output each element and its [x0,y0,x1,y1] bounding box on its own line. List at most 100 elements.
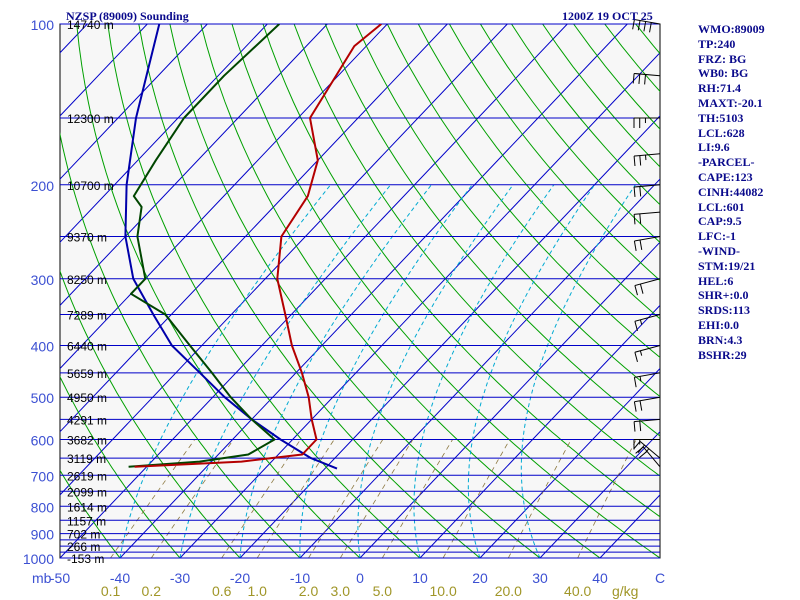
height-label: 9370 m [67,230,107,244]
pressure-tick-label: 300 [31,272,55,288]
temperature-tick-label: 20 [472,570,488,586]
wind-barb-flag [639,186,642,197]
wind-barb [633,396,661,412]
pressure-tick-label: 100 [31,17,55,33]
wind-barb-shaft [642,446,661,468]
pressure-tick-label: 600 [31,433,55,449]
isotherm [419,304,660,558]
index-line: FRZ: BG [698,51,747,66]
isobars [60,23,660,559]
y-axis-unit: mb [32,570,52,586]
height-label: 2099 m [67,485,107,499]
mixing-ratio-label: 10.0 [429,583,456,599]
wind-barbs [632,18,661,468]
wind-barb-flag [639,239,643,250]
temperature-tick-label: -10 [290,570,310,586]
index-line: HEL:6 [698,273,734,288]
isotherms [60,24,660,558]
wind-barb-flag [632,73,635,84]
temperature-tick-label: -40 [110,570,130,586]
temperature-trace [134,24,382,468]
valid-time: 1200Z 19 OCT 25 [562,9,653,23]
pressure-tick-label: 800 [31,499,55,515]
height-label: 8250 m [67,273,107,287]
mixing-ratio-label: 40.0 [564,583,591,599]
isotherm [479,367,660,558]
isotherm [60,24,448,433]
pressure-tick-label: 700 [31,468,55,484]
height-label: 4291 m [67,413,107,427]
wind-barb-flag [633,401,637,412]
wind-barb [633,117,660,129]
mixing-ratio-label: 0.2 [142,583,162,599]
temperature-tick-label: 10 [412,570,428,586]
mixing-ratio-label: 20.0 [495,583,522,599]
wind-barb [635,446,661,468]
mixing-ratio-label: 3.0 [331,583,351,599]
index-line: STM:19/21 [698,258,756,273]
mixing-ratio-unit: g/kg [612,583,638,599]
wind-barb-flag [633,214,636,225]
wind-barb-flag [638,73,641,84]
wind-barb-flag [633,421,636,432]
wind-barb-flag [639,283,644,294]
height-label: 12300 m [67,112,114,126]
isotherm [299,178,660,558]
wind-barb [634,278,661,296]
dewpoint-trace [128,24,280,468]
height-label: 1157 m [67,514,106,528]
index-line: SRDS:113 [698,303,751,318]
wind-barb-flag [639,421,642,432]
index-line: RH:71.4 [698,81,741,96]
mixing-ratio-label: 1.0 [247,583,267,599]
index-line: WMO:89009 [698,22,765,36]
index-line: BSHR:29 [698,347,747,362]
height-label: 1614 m [67,500,107,514]
index-line: TP:240 [698,36,736,51]
isotherm [179,52,660,558]
temperature-tick-label: C [655,570,665,586]
station-title: NZSP (89009) Sounding [66,9,189,23]
index-line: EHI:0.0 [698,317,740,332]
mixing-ratio-line [339,439,414,558]
height-label: 4950 m [67,391,107,405]
wind-barb-shaft [634,372,661,378]
wind-barb-flag [635,446,644,454]
mixing-ratio-label: 5.0 [373,583,393,599]
pressure-tick-label: 200 [31,178,55,194]
sounding-profiles [124,24,382,470]
isotherm [239,115,660,558]
wind-barb [634,314,661,332]
wind-barb-shaft [634,153,661,157]
parcel-trace [124,24,338,470]
height-label: 10700 m [67,179,114,193]
wind-barb [633,236,661,251]
height-label: 7289 m [67,309,107,323]
height-label: 3119 m [67,452,106,466]
wind-barb-flag [634,321,638,332]
wind-barb [633,211,661,225]
height-label: 14740 m [67,18,114,32]
isotherm [539,430,660,558]
wind-barb [633,418,661,432]
temperature-tick-label: -50 [50,570,70,586]
wind-barb-shaft [634,396,661,403]
index-line: TH:5103 [698,110,744,125]
wind-barb [634,345,661,363]
mixing-ratio-line [442,439,511,558]
index-line: CAPE:123 [698,169,753,184]
index-line: CINH:44082 [698,184,764,199]
wind-barb-flag [634,285,638,296]
wind-barb-flag [632,19,635,30]
mixing-ratio-line [150,439,234,558]
wind-barb-flag [639,350,643,356]
mixing-ratio-label: 0.1 [101,583,121,599]
wind-barb-flag [637,20,641,31]
wind-barb-shaft [634,211,661,215]
wind-barb [633,372,661,388]
wind-barb-flag [639,319,643,325]
height-label: 702 m [67,528,100,542]
wind-barb-flag [633,240,637,251]
temperature-tick-label: 0 [356,570,364,586]
